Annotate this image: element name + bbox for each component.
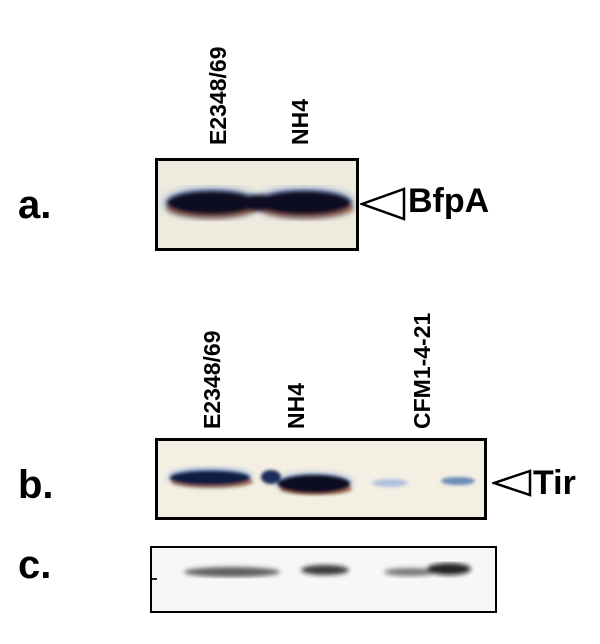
panel-a-letter: a. [18,183,52,227]
panel-a-marker-label: BfpA [408,182,490,220]
panel-b-marker-arrow-icon [492,469,532,497]
panel-a-blot [155,158,359,251]
panel-c-letter: c. [18,543,52,587]
panel-a-band-1 [167,191,257,215]
panel-a-band-2 [257,191,351,215]
panel-a-blot-image [158,161,356,248]
panel-c-band-2 [301,565,349,575]
panel-b-lane-label-2: NH4 [283,382,309,429]
panel-c-band-1 [184,567,280,577]
panel-b-blot-image [158,441,484,517]
panel-c-band-3 [384,568,436,576]
panel-b-band-5 [441,477,475,485]
panel-c-blot-image [152,548,495,611]
panel-c-blot [150,546,497,613]
panel-b-lane-label-1: E2348/69 [199,330,225,429]
panel-b-blot [155,438,487,520]
panel-c-band-4 [427,563,471,575]
panel-a-marker-arrow-icon [360,187,406,221]
panel-b-band-4 [372,479,408,487]
panel-c-edge-mark [152,578,157,580]
panel-b-band-1 [170,471,250,485]
panel-b-letter: b. [18,463,54,507]
panel-b-lane-label-3: CFM1-4-21 [409,312,435,429]
panel-c-membrane [152,548,495,611]
panel-b-marker-label: Tir [533,464,576,502]
panel-b-band-2 [261,470,281,484]
panel-a-lane-label-2: NH4 [287,98,313,145]
panel-a-lane-label-1: E2348/69 [205,46,231,145]
panel-b-band-3 [278,475,350,493]
panel-a-band-bridge [250,195,266,211]
